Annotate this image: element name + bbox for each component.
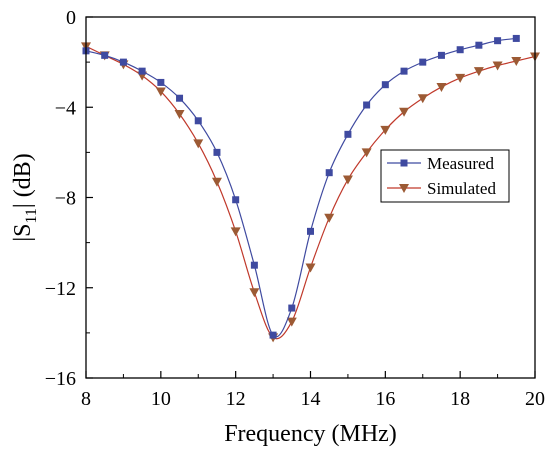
legend-measured-marker [400, 159, 408, 167]
measured-point [456, 46, 464, 54]
simulated-point [249, 288, 260, 298]
simulated-point [342, 175, 353, 185]
legend-simulated-marker [399, 184, 409, 193]
measured-point [157, 78, 165, 86]
simulated-point [380, 125, 391, 135]
simulated-point [230, 227, 241, 237]
measured-point [176, 94, 184, 102]
measured-point [101, 51, 109, 59]
legend: Measured Simulated [380, 149, 510, 203]
measured-point [381, 81, 389, 89]
simulated-point [455, 73, 466, 83]
measured-point [138, 67, 146, 75]
legend-simulated-label: Simulated [427, 179, 496, 198]
x-tick-label: 8 [81, 388, 91, 410]
y-tick-label: −8 [55, 188, 76, 210]
x-tick-label: 12 [226, 388, 246, 410]
legend-measured-label: Measured [427, 154, 495, 173]
y-tick-label: 0 [66, 7, 76, 29]
simulated-point [193, 139, 204, 149]
y-axis-title-sub: 11 [23, 208, 40, 223]
simulated-point [324, 213, 335, 223]
x-axis-title: Frequency (MHz) [224, 421, 397, 447]
simulated-point [286, 317, 297, 327]
simulated-point [417, 94, 428, 104]
measured-point [344, 130, 352, 138]
y-tick-label: −4 [55, 97, 76, 119]
measured-point [307, 227, 314, 235]
measured-point [494, 37, 502, 45]
x-tick-label: 14 [301, 388, 321, 410]
measured-point [419, 58, 427, 66]
measured-point [250, 261, 258, 269]
measured-point [269, 331, 277, 339]
measured-point [213, 148, 221, 156]
measured-point [512, 34, 520, 42]
measured-point [232, 196, 240, 204]
simulated-point [492, 61, 503, 71]
measured-point [119, 58, 127, 66]
x-tick-label: 16 [375, 388, 395, 410]
measured-point [325, 169, 333, 177]
plot-area [81, 34, 540, 343]
x-tick-label: 18 [450, 388, 470, 410]
simulated-point [511, 56, 522, 66]
simulated-point [399, 107, 410, 117]
x-tick-label: 10 [151, 388, 171, 410]
measured-point [475, 41, 483, 49]
simulated-point [305, 263, 316, 273]
simulated-point [436, 82, 447, 92]
simulated-point [155, 87, 166, 97]
legend-box [380, 149, 510, 203]
simulated-point [361, 148, 372, 158]
simulated-point [473, 67, 484, 77]
x-tick-label: 20 [525, 388, 545, 410]
axes: 8 10 12 14 16 18 20 0 −4 −8 −12 −16 [45, 7, 545, 410]
measured-point [363, 101, 371, 109]
simulated-point [174, 110, 185, 120]
measured-point [194, 117, 202, 125]
simulated-point [211, 177, 222, 187]
y-tick-label: −16 [45, 368, 76, 390]
measured-point [288, 304, 296, 312]
y-axis-title: |S11| (dB) [10, 153, 40, 241]
y-axis-title-post: | (dB) [10, 153, 36, 208]
measured-point [437, 51, 445, 59]
y-tick-label: −12 [45, 278, 76, 300]
measured-point [400, 67, 408, 75]
y-axis-title-pre: |S [10, 224, 36, 242]
